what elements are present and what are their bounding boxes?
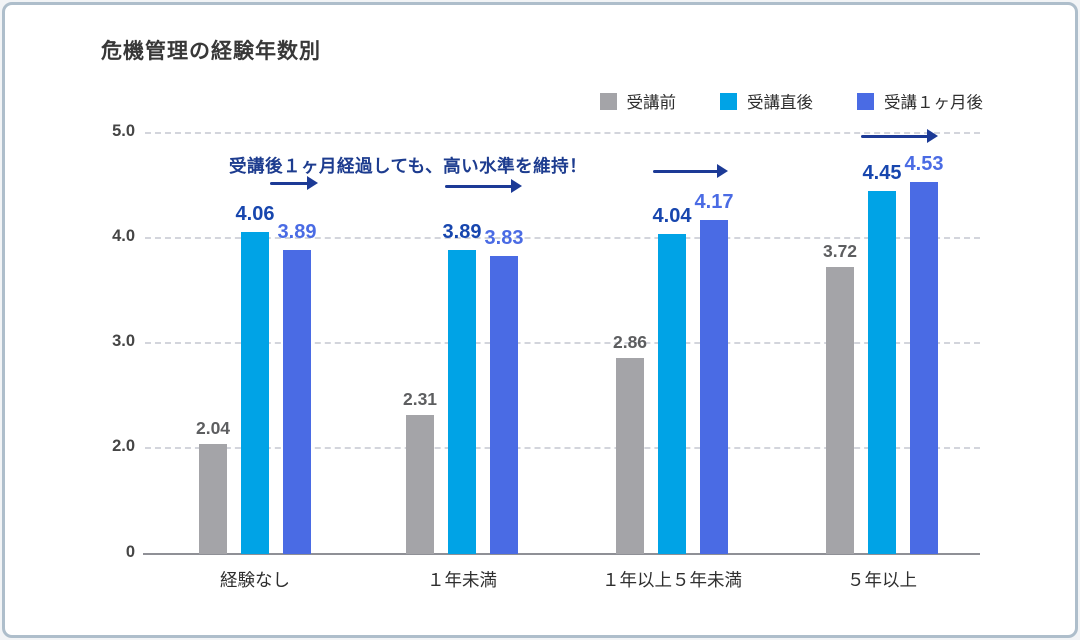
bar (199, 443, 227, 554)
gridline (145, 237, 980, 239)
bar-value-label: 2.31 (402, 389, 438, 410)
x-axis-category-label: ５年以上 (847, 570, 917, 590)
trend-arrow-head (307, 176, 318, 190)
trend-arrow-head (511, 179, 522, 193)
bar (490, 255, 518, 554)
trend-arrow (445, 185, 513, 188)
bar-value-label: 4.45 (862, 161, 902, 184)
bar (241, 231, 269, 554)
y-axis-tick-label: 3.0 (112, 332, 135, 350)
trend-arrow (653, 170, 719, 173)
trend-arrow (270, 182, 309, 185)
legend-label: 受講直後 (747, 94, 813, 112)
bar (658, 233, 686, 554)
bar-value-label: 4.06 (235, 202, 275, 225)
gridline (145, 447, 980, 449)
bar-value-label: 3.89 (442, 220, 482, 243)
legend-swatch (857, 92, 874, 110)
chart-title: 危機管理の経験年数別 (101, 40, 321, 63)
bar (700, 220, 728, 554)
annotation-text: 受講後１ヶ月経過しても、高い水準を維持！ (229, 156, 588, 176)
x-axis-line (143, 553, 980, 555)
bar (448, 249, 476, 554)
y-axis-tick-label: 5.0 (112, 122, 135, 140)
legend-item: 受講１ヶ月後 (857, 89, 983, 113)
legend-item: 受講直後 (720, 89, 813, 113)
trend-arrow (861, 135, 929, 138)
gridline (145, 342, 980, 344)
gridline (145, 132, 980, 134)
bar-value-label: 3.72 (822, 241, 858, 262)
legend-label: 受講１ヶ月後 (884, 94, 983, 112)
bar-value-label: 2.04 (195, 417, 231, 438)
y-axis-tick-label: 4.0 (112, 227, 135, 245)
bar-value-label: 3.89 (277, 220, 317, 243)
bar-value-label: 2.86 (612, 331, 648, 352)
legend: 受講前 受講直後 受講１ヶ月後 (599, 89, 983, 113)
trend-arrow-head (927, 129, 938, 143)
bar (616, 357, 644, 554)
legend-swatch (720, 92, 737, 110)
bar (868, 190, 896, 554)
y-axis-tick-label: 0 (125, 543, 135, 561)
bar (406, 415, 434, 554)
x-axis-category-label: １年以上５年未満 (602, 570, 742, 590)
legend-swatch (599, 92, 617, 110)
bar-value-label: 3.83 (484, 226, 524, 249)
bar (910, 182, 938, 554)
trend-arrow-head (717, 164, 728, 178)
legend-label: 受講前 (626, 94, 677, 112)
y-axis-tick-label: 2.0 (112, 437, 135, 455)
bar-value-label: 4.04 (652, 204, 692, 227)
bar-chart-plot: 5.0 4.0 3.0 2.0 0 2.04 2.31 2.86 3.72 4.06 3.89 4.0… (5, 5, 1075, 635)
bar (826, 267, 854, 554)
x-axis-category-label: 経験なし (220, 570, 290, 590)
x-axis-category-label: １年未満 (427, 570, 497, 590)
bar-value-label: 4.53 (904, 153, 944, 176)
bar-value-label: 4.17 (694, 191, 734, 214)
bar (283, 249, 311, 554)
legend-item: 受講前 (599, 89, 677, 113)
